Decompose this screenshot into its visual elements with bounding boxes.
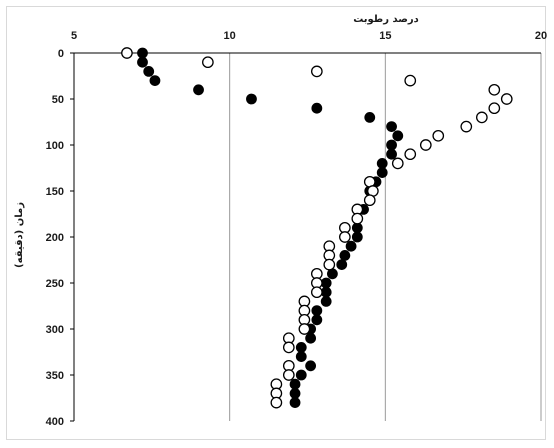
filled-data-point xyxy=(295,369,307,381)
chart-frame xyxy=(6,6,546,440)
filled-data-point xyxy=(386,148,397,160)
filled-data-point xyxy=(295,351,307,363)
open-data-point xyxy=(298,323,311,335)
open-data-point xyxy=(323,258,336,271)
grid-layer xyxy=(70,52,542,422)
open-data-point xyxy=(488,102,501,115)
open-data-point xyxy=(282,369,295,381)
filled-data-point xyxy=(376,157,388,169)
x-tick-label: 20 xyxy=(535,30,547,42)
y-axis-title: زمان (دقیقه) xyxy=(14,202,25,268)
open-data-point xyxy=(475,111,488,124)
open-data-point xyxy=(404,74,417,87)
open-data-point xyxy=(432,129,445,142)
y-tick-label: 300 xyxy=(46,324,64,336)
filled-data-point xyxy=(137,56,148,68)
open-data-point xyxy=(282,341,295,354)
y-tick-label: 250 xyxy=(46,278,64,290)
open-data-point xyxy=(391,157,404,170)
y-tick-label: 50 xyxy=(52,94,64,106)
filled-data-point xyxy=(295,341,307,353)
filled-data-point xyxy=(386,139,397,151)
filled-data-point xyxy=(193,84,204,96)
point-layer xyxy=(121,47,513,409)
filled-data-point xyxy=(137,47,148,59)
open-data-point xyxy=(404,148,417,161)
open-data-point xyxy=(363,194,376,207)
filled-data-point xyxy=(289,387,301,399)
filled-data-point xyxy=(311,102,323,114)
x-tick-label: 10 xyxy=(224,30,236,42)
filled-data-point xyxy=(376,167,388,179)
filled-data-point xyxy=(386,121,397,132)
open-data-point xyxy=(270,396,283,409)
filled-data-point xyxy=(336,259,348,271)
open-data-point xyxy=(202,56,214,69)
filled-data-point xyxy=(305,332,317,344)
x-tick-label: 5 xyxy=(71,30,77,42)
open-data-point xyxy=(500,93,513,105)
y-tick-label: 200 xyxy=(46,232,64,244)
filled-data-point xyxy=(289,397,301,409)
y-tick-label: 0 xyxy=(58,48,64,60)
filled-data-point xyxy=(311,305,323,317)
open-data-point xyxy=(310,286,323,299)
x-tick-label: 15 xyxy=(379,30,391,42)
filled-data-point xyxy=(339,249,351,261)
open-data-point xyxy=(339,231,351,243)
filled-data-point xyxy=(392,130,404,142)
open-data-point xyxy=(460,120,473,133)
y-tick-label: 400 xyxy=(46,416,64,428)
open-data-point xyxy=(488,83,501,96)
open-data-point xyxy=(310,65,323,78)
filled-data-point xyxy=(305,360,317,372)
filled-data-point xyxy=(143,66,155,77)
filled-data-point xyxy=(364,112,376,123)
filled-data-point xyxy=(149,75,161,86)
filled-data-point xyxy=(345,240,357,252)
filled-data-point xyxy=(311,314,323,326)
open-data-point xyxy=(351,212,364,225)
open-data-point xyxy=(419,139,432,151)
filled-data-point xyxy=(289,378,301,390)
filled-data-point xyxy=(246,93,257,105)
y-tick-label: 350 xyxy=(46,370,64,382)
filled-data-point xyxy=(320,295,332,307)
y-tick-label: 100 xyxy=(46,140,64,152)
filled-data-point xyxy=(351,231,363,243)
y-tick-label: 150 xyxy=(46,186,64,198)
open-data-point xyxy=(121,47,133,59)
x-axis-title: درصد رطوبت xyxy=(353,14,419,25)
